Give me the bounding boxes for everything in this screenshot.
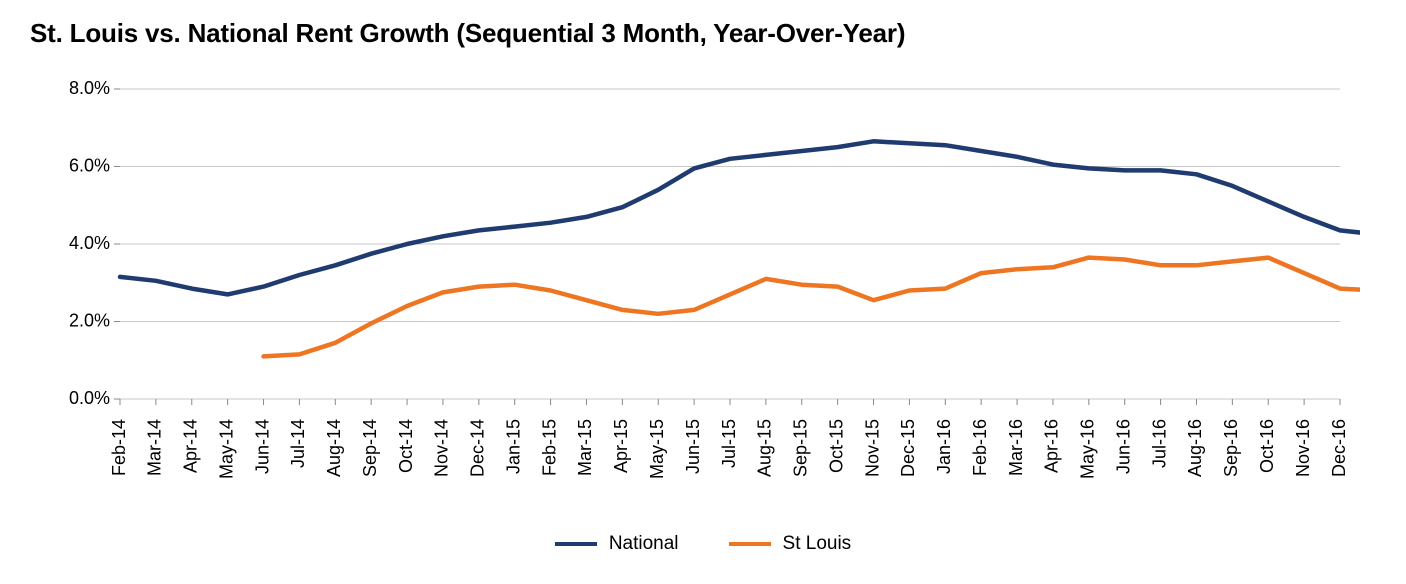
x-tick-label: Sep-15 [791, 419, 811, 477]
chart-svg: 0.0% 2.0% 4.0% 6.0% 8.0% Feb-14 Mar-14 Apr-14 Ma… [30, 59, 1360, 529]
x-tick-label: Aug-14 [324, 419, 344, 477]
x-tick-label: Oct-16 [1257, 419, 1277, 473]
legend-item-stlouis: St Louis [729, 533, 852, 555]
x-tick-label: Mar-16 [1006, 419, 1026, 476]
x-tick-label: Dec-16 [1329, 419, 1349, 477]
x-tick-label: Apr-14 [181, 419, 201, 473]
x-tick-label: Apr-16 [1042, 419, 1062, 473]
series-line-st-louis [264, 258, 1361, 357]
chart-container: St. Louis vs. National Rent Growth (Sequ… [0, 0, 1406, 584]
x-tick-label: Feb-16 [970, 419, 990, 476]
x-tick-label: Dec-15 [898, 419, 918, 477]
x-tick-label: Nov-14 [432, 419, 452, 477]
x-tick-label: Feb-15 [539, 419, 559, 476]
x-tick-label: Oct-14 [396, 419, 416, 473]
x-tick-label: Jun-14 [252, 419, 272, 474]
legend-swatch-national [555, 542, 597, 546]
y-tick-label: 6.0% [69, 155, 110, 175]
x-tick-label: Aug-16 [1185, 419, 1205, 477]
x-tick-label: Sep-14 [360, 419, 380, 477]
x-tick-label: May-16 [1078, 419, 1098, 479]
legend-label-stlouis: St Louis [783, 533, 852, 555]
x-tick-label: Dec-14 [468, 419, 488, 477]
x-tick-label: Mar-14 [145, 419, 165, 476]
y-tick-label: 8.0% [69, 78, 110, 98]
x-tick-label: Feb-14 [109, 419, 129, 476]
x-tick-label: Jan-16 [934, 419, 954, 474]
legend-label-national: National [609, 533, 679, 555]
legend-item-national: National [555, 533, 679, 555]
x-tick-label: Jun-15 [683, 419, 703, 474]
x-tick-label: Oct-15 [826, 419, 846, 473]
x-tick-label: Mar-15 [575, 419, 595, 476]
chart-legend: National St Louis [30, 533, 1376, 555]
y-tick-label: 4.0% [69, 233, 110, 253]
y-tick-label: 0.0% [69, 388, 110, 408]
x-tick-label: Jul-16 [1149, 419, 1169, 468]
x-tick-label: Aug-15 [755, 419, 775, 477]
x-tick-label: Jun-16 [1113, 419, 1133, 474]
x-tick-label: Nov-15 [862, 419, 882, 477]
x-tick-label: Sep-16 [1221, 419, 1241, 477]
y-tick-label: 2.0% [69, 310, 110, 330]
x-tick-label: May-14 [216, 419, 236, 479]
x-tick-label: Jan-15 [503, 419, 523, 474]
legend-swatch-stlouis [729, 542, 771, 546]
x-tick-label: Nov-16 [1293, 419, 1313, 477]
x-tick-label: May-15 [647, 419, 667, 479]
chart-title: St. Louis vs. National Rent Growth (Sequ… [30, 18, 1376, 49]
x-tick-label: Jul-15 [719, 419, 739, 468]
series-line-national [120, 141, 1360, 294]
x-tick-label: Jul-14 [288, 419, 308, 468]
x-tick-label: Apr-15 [611, 419, 631, 473]
chart-plot: 0.0% 2.0% 4.0% 6.0% 8.0% Feb-14 Mar-14 Apr-14 Ma… [30, 59, 1360, 529]
